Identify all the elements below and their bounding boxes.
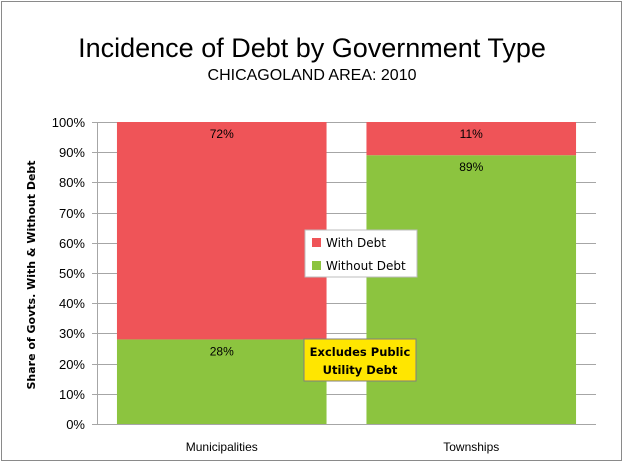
bar-municipalities-without-debt <box>116 339 327 424</box>
annotation-line-1: Excludes Public <box>310 345 411 359</box>
chart-title: Incidence of Debt by Government Type <box>78 33 546 63</box>
chart-subtitle: CHICAGOLAND AREA: 2010 <box>208 67 417 84</box>
legend: With Debt Without Debt <box>304 229 418 278</box>
legend-label-with-debt: With Debt <box>326 236 386 250</box>
y-tick-label-20: 20% <box>59 357 85 372</box>
y-axis-label: Share of Govts. With & Without Debt <box>25 160 38 389</box>
legend-swatch-with-debt <box>312 238 321 247</box>
y-tick-label-100: 100% <box>52 115 86 130</box>
data-label-municipalities-without-debt: 28% <box>210 344 234 358</box>
bar-municipalities-with-debt <box>116 122 327 340</box>
data-label-municipalities-with-debt: 72% <box>210 127 234 141</box>
legend-box <box>304 229 418 278</box>
y-tick-label-30: 30% <box>59 326 85 341</box>
y-tick-label-90: 90% <box>59 145 85 160</box>
y-tick-label-40: 40% <box>59 296 85 311</box>
legend-swatch-without-debt <box>312 261 321 270</box>
x-axis-categories: Municipalities Townships <box>186 440 500 454</box>
bar-townships-without-debt <box>366 155 577 424</box>
y-tick-label-10: 10% <box>59 387 85 402</box>
y-tick-label-50: 50% <box>59 266 85 281</box>
data-label-townships-with-debt: 11% <box>460 127 483 141</box>
y-axis-ticks: 0% 10% 20% 30% 40% 50% 60% 70% 80% 90% 100% <box>52 115 86 432</box>
annotation-line-2: Utility Debt <box>323 363 398 377</box>
annotation-box <box>303 338 417 382</box>
data-labels: 28% 72% 89% 11% <box>210 127 484 358</box>
legend-label-without-debt: Without Debt <box>326 259 406 273</box>
y-tick-label-70: 70% <box>59 206 85 221</box>
y-tick-label-0: 0% <box>66 417 85 432</box>
annotation-note: Excludes Public Utility Debt <box>303 338 417 382</box>
y-tick-label-60: 60% <box>59 236 85 251</box>
x-category-townships: Townships <box>443 440 499 454</box>
bars <box>116 122 577 424</box>
bar-townships-with-debt <box>366 122 577 156</box>
x-category-municipalities: Municipalities <box>186 440 258 454</box>
y-tick-label-80: 80% <box>59 175 85 190</box>
data-label-townships-without-debt: 89% <box>459 160 483 174</box>
